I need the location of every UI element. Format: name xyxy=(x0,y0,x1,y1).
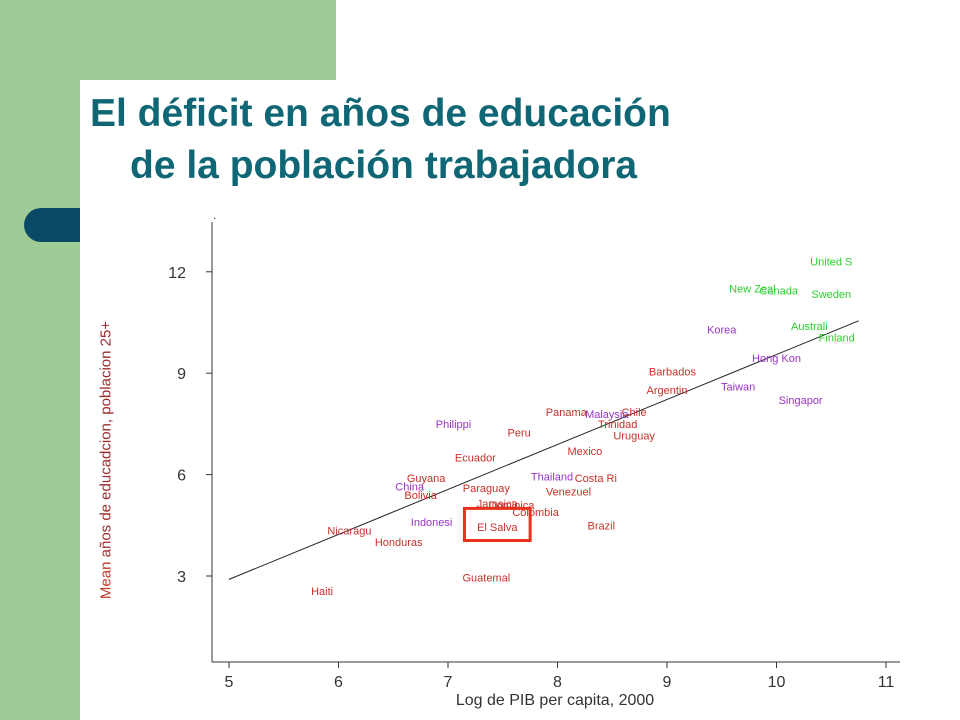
highlight-box xyxy=(462,506,532,543)
y-axis-label: Mean años de educadcion, poblacion 25+ xyxy=(98,321,115,599)
trend-line xyxy=(228,320,859,580)
green-top-block xyxy=(80,0,336,80)
data-point-label: Philippi xyxy=(436,419,471,431)
data-point-label: China xyxy=(395,481,425,493)
x-tick-label: 7 xyxy=(444,674,453,691)
data-point-label: Uruguay xyxy=(613,431,655,443)
y-tick-label: 6 xyxy=(177,468,186,485)
data-point-label: Ecuador xyxy=(455,453,496,465)
data-point-label: New Zeal xyxy=(729,284,775,296)
data-point-label: Australi xyxy=(791,321,828,333)
data-point-label: Taiwan xyxy=(721,382,755,394)
x-tick-label: 8 xyxy=(553,674,562,691)
data-point-label: Sweden xyxy=(811,289,851,301)
data-point-label: Bolivia xyxy=(404,490,437,502)
title-line-1: El déficit en años de educación xyxy=(90,92,671,135)
data-point-label: Nicaragu xyxy=(327,525,371,537)
data-point-label: El Salva xyxy=(477,522,518,534)
data-point-label: Finland xyxy=(819,333,855,345)
pill-cover xyxy=(80,208,104,242)
data-point-label: Korea xyxy=(707,324,737,336)
data-point-label: Costa Ri xyxy=(575,473,617,485)
data-point-label: Singapor xyxy=(779,395,823,407)
data-point-label: Hong Kon xyxy=(752,353,801,365)
data-point-label: Peru xyxy=(508,427,531,439)
data-point-label: Guyana xyxy=(407,473,446,485)
data-point-label: Barbados xyxy=(649,367,697,379)
x-tick-label: 9 xyxy=(663,674,672,691)
y-axis-label-rest: años de educadcion, poblacion 25+ xyxy=(97,320,115,562)
data-point-label: Thailand xyxy=(531,471,573,483)
data-point-label: Guatemal xyxy=(462,573,510,585)
data-point-label: Haiti xyxy=(311,586,333,598)
dot-mark: . xyxy=(213,208,217,222)
x-tick-label: 10 xyxy=(768,674,786,691)
data-point-label: United S xyxy=(810,257,852,269)
data-point-label: Indonesi xyxy=(411,517,453,529)
data-point-label: Trinidad xyxy=(598,419,637,431)
data-point-label: Malaysia xyxy=(585,409,629,421)
x-axis-label: Log de PIB per capita, 2000 xyxy=(456,692,654,709)
green-side-bar xyxy=(0,0,80,720)
data-point-label: Argentin xyxy=(647,385,688,397)
y-tick-label: 3 xyxy=(177,569,186,586)
data-point-label: Chile xyxy=(622,407,647,419)
title-line-2: de la población trabajadora xyxy=(130,144,638,187)
y-tick-label: 9 xyxy=(177,366,186,383)
data-point-label: Honduras xyxy=(375,537,423,549)
data-point-label: Canada xyxy=(759,285,798,297)
data-point-label: Paraguay xyxy=(463,483,511,495)
data-point-label: Brazil xyxy=(588,520,616,532)
data-point-label: Venezuel xyxy=(546,487,591,499)
slide-title: El déficit en años de educación de la po… xyxy=(90,88,950,192)
y-axis-label-prefix: Mean xyxy=(97,561,115,600)
y-tick-label: 12 xyxy=(168,265,186,282)
x-tick-label: 6 xyxy=(334,674,343,691)
x-tick-label: 5 xyxy=(225,674,234,691)
data-point-label: Mexico xyxy=(567,446,602,458)
data-point-label: Panama xyxy=(546,407,588,419)
x-tick-label: 11 xyxy=(878,674,895,691)
